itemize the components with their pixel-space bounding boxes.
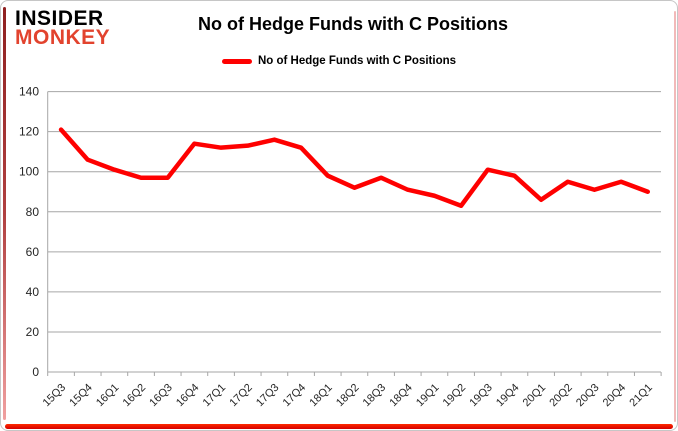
legend-label: No of Hedge Funds with C Positions <box>257 55 457 67</box>
y-axis-label: 100 <box>19 165 39 179</box>
x-axis-label: 17Q1 <box>201 382 229 410</box>
x-axis-label: 20Q2 <box>547 382 575 410</box>
x-axis-label: 18Q2 <box>334 382 362 410</box>
data-line <box>58 127 651 209</box>
x-axis-label: 16Q2 <box>121 382 149 410</box>
x-axis-label: 17Q4 <box>281 382 309 410</box>
x-axis-label: 19Q4 <box>494 382 522 410</box>
x-axis-label: 21Q1 <box>627 382 655 410</box>
x-axis-label: 16Q1 <box>94 382 122 410</box>
decorative-left-border <box>3 7 6 420</box>
decorative-right-border <box>674 11 676 422</box>
x-axis-label: 20Q3 <box>574 382 602 410</box>
x-axis-label: 18Q1 <box>307 382 335 410</box>
x-axis-label: 19Q3 <box>467 382 495 410</box>
logo-line2: MONKEY <box>15 26 111 50</box>
y-axis-label: 0 <box>32 365 39 379</box>
x-axis-label: 16Q4 <box>174 382 202 410</box>
x-axis-label: 17Q2 <box>227 382 255 410</box>
decorative-bottom-border <box>5 424 673 429</box>
x-axis-label: 20Q4 <box>601 382 629 410</box>
chart-title: No of Hedge Funds with C Positions <box>198 14 508 34</box>
insider-monkey-logo: INSIDER MONKEY <box>15 7 111 50</box>
x-axis-label: 15Q4 <box>67 382 95 410</box>
x-axis-label: 17Q3 <box>254 382 282 410</box>
y-axis-label: 60 <box>26 245 40 259</box>
x-axis-label: 19Q2 <box>441 382 469 410</box>
y-axis-label: 80 <box>26 205 40 219</box>
x-axis-label: 16Q3 <box>147 382 175 410</box>
y-axis-label: 120 <box>19 125 39 139</box>
legend-line-swatch <box>221 58 252 64</box>
x-axis-label: 15Q3 <box>41 382 69 410</box>
x-axis-label: 19Q1 <box>414 382 442 410</box>
legend: No of Hedge Funds with C Positions <box>1 55 677 67</box>
y-axis-label: 140 <box>19 85 39 99</box>
x-axis-label: 18Q4 <box>387 382 415 410</box>
x-axis-label: 18Q3 <box>361 382 389 410</box>
x-axis-label: 20Q1 <box>521 382 549 410</box>
y-axis-label: 40 <box>26 285 40 299</box>
y-axis-label: 20 <box>26 325 40 339</box>
logo-line1: INSIDER <box>15 7 104 30</box>
